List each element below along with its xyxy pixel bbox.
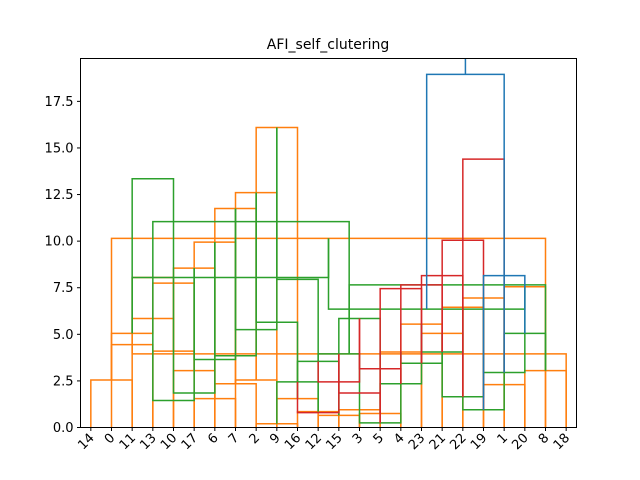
y-tick-label: 0.0: [53, 421, 74, 436]
y-tick-label: 17.5: [45, 95, 74, 110]
y-tick-label: 10.0: [45, 235, 74, 250]
plot-frame: [80, 58, 577, 428]
dendrogram-link: [131, 177, 175, 334]
y-tick-label: 7.5: [53, 281, 74, 296]
dendrogram-link: [152, 220, 350, 354]
y-tick-label: 15.0: [45, 141, 74, 156]
chart-title: AFI_self_clutering: [267, 37, 389, 53]
y-tick-label: 5.0: [53, 328, 74, 343]
dendrogram-link: [276, 127, 319, 362]
dendrogram-links: [90, 58, 567, 428]
dendrogram-link: [255, 192, 299, 382]
y-tick-label: 2.5: [53, 374, 74, 389]
y-tick-label: 12.5: [45, 188, 74, 203]
y-axis: 0.0 2.5 5.0 7.5 10.0 12.5 15.0 17.5: [45, 95, 81, 436]
